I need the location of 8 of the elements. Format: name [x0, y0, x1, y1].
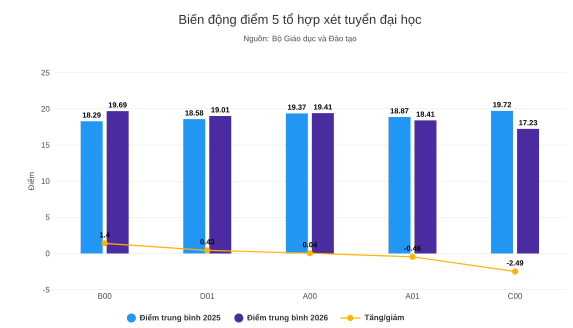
point	[204, 247, 210, 254]
bar	[491, 110, 514, 254]
point	[102, 240, 108, 246]
point	[306, 250, 313, 256]
bar	[517, 128, 540, 254]
point	[409, 254, 416, 260]
chart-title: Biến động điểm 5 tổ hợp xét tuyển đại học	[179, 13, 422, 27]
point	[512, 268, 518, 275]
